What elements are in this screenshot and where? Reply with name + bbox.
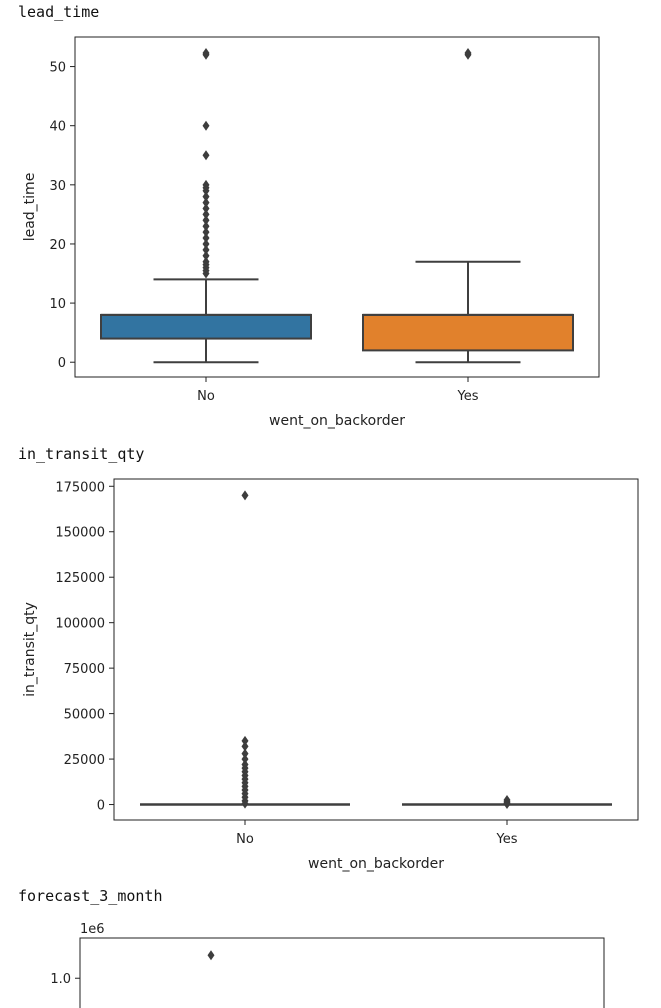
y-tick-label: 50000 (64, 708, 105, 723)
outlier-point (202, 191, 210, 202)
y-tick-label: 10 (49, 297, 66, 312)
boxplot-in-transit-qty: 0 25000 50000 75000 100000 125000 150000 175000… (22, 478, 639, 872)
y-tick-label: 50 (49, 61, 66, 76)
y-tick-label: 125000 (55, 571, 105, 586)
outlier-point (202, 238, 210, 249)
y-tick-label: 0 (58, 356, 66, 371)
y-axis-label: lead_time (22, 173, 38, 242)
outlier-point (202, 203, 210, 214)
outlier-point (207, 950, 215, 961)
y-tick-label: 30 (49, 179, 66, 194)
outlier-point (202, 47, 210, 58)
x-tick-label: No (236, 832, 254, 847)
y-tick-label: 175000 (55, 480, 105, 495)
offset-text: 1e6 (80, 922, 105, 937)
y-tick-label: 25000 (64, 753, 105, 768)
outlier-point (503, 798, 511, 809)
y-tick-label: 0 (97, 799, 105, 814)
cell-label-in-transit-qty: in_transit_qty (18, 445, 145, 463)
box-yes (362, 313, 574, 352)
outlier-point (202, 227, 210, 238)
outlier-point (241, 754, 249, 765)
y-tick-label: 100000 (55, 617, 105, 632)
outlier-point (202, 233, 210, 244)
x-axis-label: went_on_backorder (308, 856, 444, 872)
x-tick-label: No (197, 389, 215, 404)
outlier-point (464, 47, 472, 58)
outlier-point (202, 150, 210, 161)
outlier-point (202, 215, 210, 226)
outlier-point (202, 250, 210, 261)
y-tick-label: 1.0 (50, 972, 71, 987)
axes-frame (79, 937, 605, 1008)
outlier-point (241, 798, 249, 809)
y-axis-label: in_transit_qty (22, 602, 38, 697)
outlier-point (202, 179, 210, 190)
outlier-point (202, 256, 210, 267)
axes-frame (74, 36, 600, 378)
outlier-point (202, 221, 210, 232)
outlier-point (241, 741, 249, 752)
axes-frame (113, 478, 639, 821)
y-tick-label: 150000 (55, 526, 105, 541)
outlier-point (202, 120, 210, 131)
outlier-point (241, 748, 249, 759)
x-tick-label: Yes (457, 389, 479, 404)
boxplot-lead-time: 0 10 20 30 40 50 No Yes went_on_backorder lead_ti… (22, 36, 600, 429)
outlier-point (241, 735, 249, 746)
x-axis-label: went_on_backorder (269, 413, 405, 429)
outlier-point (202, 209, 210, 220)
x-tick-label: Yes (496, 832, 518, 847)
y-tick-label: 40 (49, 120, 66, 135)
cell-label-lead-time: lead_time (18, 3, 100, 21)
outlier-point (202, 244, 210, 255)
y-tick-label: 75000 (64, 662, 105, 677)
cell-label-forecast-3-month: forecast_3_month (18, 887, 163, 905)
outlier-point (241, 490, 249, 501)
y-tick-label: 20 (49, 238, 66, 253)
outlier-point (202, 197, 210, 208)
